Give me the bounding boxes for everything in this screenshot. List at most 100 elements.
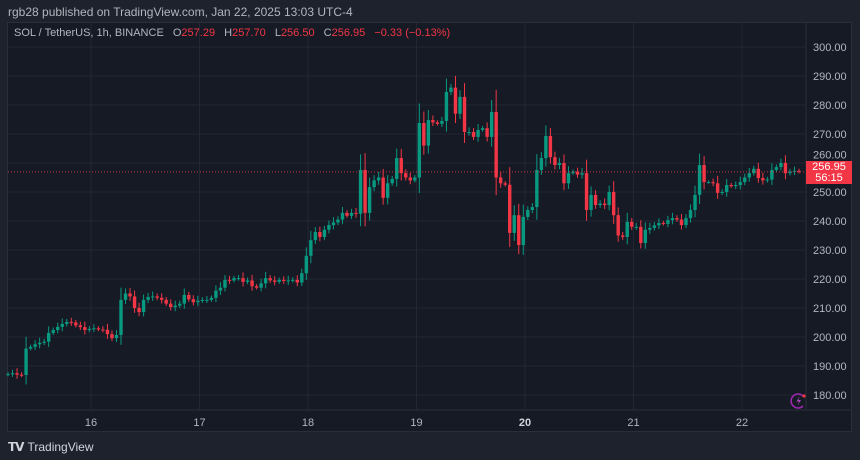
candle-up	[539, 158, 544, 170]
candle-down	[227, 279, 232, 281]
candle-down	[159, 297, 164, 300]
candle-up	[625, 221, 629, 237]
candle-up	[688, 209, 693, 219]
candle-up	[765, 179, 770, 181]
candle-up	[720, 192, 724, 193]
x-tick-label: 21	[627, 417, 639, 429]
candle-down	[611, 192, 616, 216]
change-value: −0.33 (−0.13%)	[374, 27, 451, 39]
candle-down	[128, 293, 132, 297]
candle-down	[702, 165, 706, 183]
publish-info: rgb28 published on TradingView.com, Jan …	[8, 5, 353, 19]
tradingview-logo-icon[interactable]: 𝗧𝗩	[8, 440, 25, 454]
candle-up	[322, 229, 327, 237]
candle-up	[693, 194, 697, 210]
candle-down	[584, 173, 589, 210]
candle-down	[435, 122, 440, 124]
candle-up	[440, 120, 444, 124]
candle-up	[657, 223, 661, 226]
candle-up	[182, 294, 186, 304]
candle-down	[715, 183, 720, 193]
candle-down	[137, 308, 141, 313]
candle-up	[358, 169, 363, 214]
lightning-bolt-icon[interactable]	[790, 392, 808, 410]
candle-down	[729, 185, 733, 187]
y-tick-label: 270.00	[813, 129, 847, 141]
candle-up	[557, 163, 562, 166]
candle-up	[42, 341, 46, 343]
candle-down	[15, 373, 19, 375]
candle-down	[661, 223, 666, 225]
x-tick-label: 16	[85, 417, 97, 429]
y-tick-label: 190.00	[813, 361, 847, 373]
candle-up	[60, 323, 64, 327]
candle-up	[607, 192, 611, 206]
candle-up	[467, 131, 471, 133]
candle-up	[196, 300, 200, 303]
candle-down	[381, 177, 385, 198]
candle-down	[272, 280, 277, 282]
candle-up	[336, 219, 340, 223]
candle-down	[553, 157, 557, 166]
candle-up	[779, 163, 783, 168]
candle-up	[236, 278, 241, 280]
y-tick-label: 220.00	[813, 274, 847, 286]
candle-up	[28, 346, 33, 349]
candle-up	[684, 218, 688, 226]
candle-down	[69, 321, 73, 323]
footer: 𝗧𝗩 TradingView	[8, 440, 94, 454]
candle-up	[643, 229, 648, 244]
chart-panel[interactable]	[7, 22, 852, 432]
symbol-label[interactable]: SOL / TetherUS, 1h, BINANCE	[14, 27, 164, 39]
candle-down	[155, 296, 159, 298]
candle-down	[164, 299, 168, 304]
candle-down	[602, 203, 607, 206]
candle-up	[232, 278, 236, 281]
candle-up	[123, 293, 128, 300]
candle-up	[752, 168, 756, 174]
candle-up	[313, 232, 318, 241]
candle-up	[634, 226, 638, 228]
candle-down	[363, 169, 367, 213]
candle-up	[56, 326, 60, 331]
y-tick-label: 300.00	[813, 42, 847, 54]
candle-up	[286, 280, 290, 282]
candle-up	[426, 120, 431, 146]
candle-up	[367, 187, 372, 213]
candle-up	[200, 299, 205, 301]
candle-up	[774, 167, 779, 170]
candle-up	[417, 122, 422, 178]
candle-up	[489, 111, 494, 137]
candle-up	[277, 279, 281, 282]
candle-up	[259, 283, 263, 288]
candle-up	[327, 225, 331, 230]
candle-up	[24, 348, 28, 375]
y-tick-label: 260.00	[813, 149, 847, 161]
candle-down	[621, 235, 625, 237]
candle-down	[282, 279, 286, 282]
candle-up	[331, 222, 336, 226]
y-tick-label: 280.00	[813, 100, 847, 112]
candle-up	[697, 165, 702, 195]
candle-down	[250, 280, 254, 287]
candle-down	[187, 294, 191, 300]
y-tick-label: 250.00	[813, 187, 847, 199]
candle-down	[105, 329, 110, 335]
y-tick-label: 180.00	[813, 390, 847, 402]
y-tick-label: 200.00	[813, 332, 847, 344]
candle-down	[345, 212, 349, 216]
candle-down	[517, 215, 521, 246]
candle-up	[792, 170, 797, 172]
candle-up	[530, 207, 535, 210]
candle-down	[422, 122, 426, 146]
candle-down	[19, 374, 24, 376]
brand-name[interactable]: TradingView	[27, 440, 94, 454]
candle-down	[471, 131, 476, 137]
candle-down	[101, 329, 105, 331]
candle-up	[724, 185, 729, 192]
candle-up	[119, 299, 123, 335]
candle-up	[589, 194, 593, 210]
x-tick-label: 22	[736, 417, 748, 429]
candle-up	[304, 255, 309, 274]
